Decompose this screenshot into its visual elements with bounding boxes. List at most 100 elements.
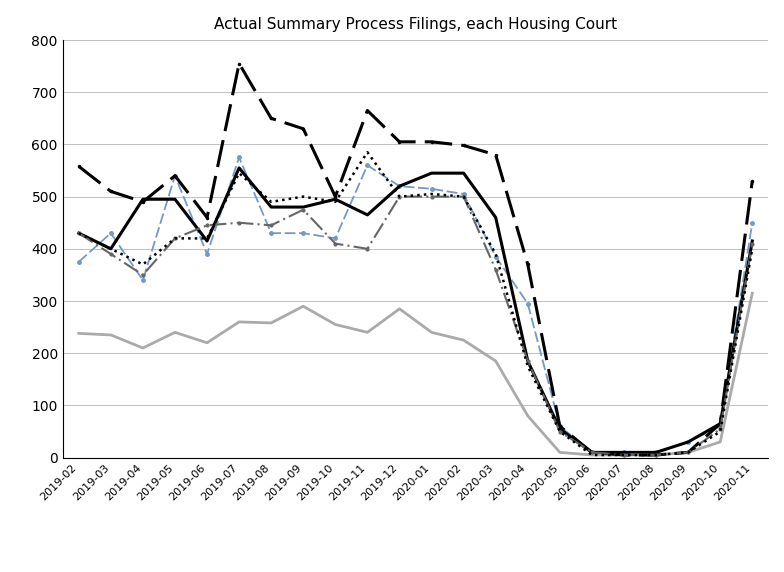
Eastern (299, 204, 308, 210)
Metro South (587, 451, 597, 458)
Eastern (587, 449, 597, 456)
Central (234, 154, 244, 161)
Western (138, 261, 147, 268)
Central (716, 423, 725, 430)
Northeast (459, 142, 468, 149)
Metro South (748, 290, 757, 297)
Northeast (523, 261, 532, 268)
Western (395, 193, 405, 200)
Southeast (363, 245, 372, 252)
Western (652, 451, 661, 458)
Northeast (74, 163, 83, 170)
Title: Actual Summary Process Filings, each Housing Court: Actual Summary Process Filings, each Hou… (214, 17, 617, 32)
Eastern (395, 183, 405, 190)
Metro South (684, 449, 693, 456)
Southeast (170, 235, 180, 242)
Metro South (74, 330, 83, 337)
Central (299, 230, 308, 237)
Northeast (299, 125, 308, 132)
Central (619, 449, 629, 456)
Northeast (555, 423, 564, 430)
Northeast (170, 172, 180, 179)
Metro South (299, 303, 308, 309)
Western (234, 170, 244, 177)
Central (684, 439, 693, 446)
Eastern (234, 165, 244, 172)
Western (363, 149, 372, 156)
Western (426, 190, 436, 197)
Eastern (684, 439, 693, 446)
Western (170, 235, 180, 242)
Southeast (202, 222, 212, 229)
Northeast (716, 420, 725, 427)
Metro South (267, 320, 276, 327)
Metro South (331, 321, 340, 328)
Central (267, 230, 276, 237)
Southeast (138, 272, 147, 279)
Northeast (363, 107, 372, 114)
Northeast (395, 138, 405, 145)
Central (138, 277, 147, 284)
Southeast (299, 206, 308, 213)
Eastern (170, 196, 180, 202)
Metro South (202, 339, 212, 346)
Metro South (395, 305, 405, 312)
Southeast (74, 230, 83, 237)
Central (748, 219, 757, 226)
Western (587, 451, 597, 458)
Eastern (138, 196, 147, 202)
Eastern (426, 170, 436, 177)
Line: Southeast: Southeast (78, 195, 753, 456)
Southeast (459, 193, 468, 200)
Eastern (748, 237, 757, 244)
Western (523, 363, 532, 370)
Southeast (716, 426, 725, 432)
Eastern (363, 212, 372, 219)
Southeast (331, 240, 340, 247)
Central (106, 230, 115, 237)
Southeast (267, 222, 276, 229)
Eastern (331, 196, 340, 202)
Eastern (459, 170, 468, 177)
Eastern (491, 214, 500, 221)
Line: Metro South: Metro South (78, 293, 753, 455)
Northeast (491, 152, 500, 158)
Eastern (652, 449, 661, 456)
Eastern (106, 245, 115, 252)
Central (459, 190, 468, 197)
Western (267, 198, 276, 205)
Western (459, 193, 468, 200)
Metro South (170, 329, 180, 336)
Central (331, 235, 340, 242)
Eastern (267, 204, 276, 210)
Northeast (331, 193, 340, 200)
Line: Northeast: Northeast (77, 61, 754, 457)
Western (202, 235, 212, 242)
Metro South (491, 358, 500, 364)
Northeast (619, 451, 629, 458)
Western (74, 230, 83, 237)
Eastern (202, 237, 212, 244)
Line: Central: Central (77, 156, 754, 454)
Northeast (652, 451, 661, 458)
Southeast (684, 449, 693, 456)
Western (491, 251, 500, 257)
Northeast (587, 449, 597, 456)
Northeast (426, 138, 436, 145)
Metro South (106, 332, 115, 339)
Metro South (234, 319, 244, 325)
Northeast (684, 449, 693, 456)
Western (748, 245, 757, 252)
Southeast (106, 251, 115, 257)
Western (716, 428, 725, 435)
Line: Western: Western (78, 152, 753, 455)
Central (170, 172, 180, 179)
Southeast (491, 266, 500, 273)
Central (74, 259, 83, 265)
Northeast (234, 60, 244, 67)
Metro South (652, 451, 661, 458)
Metro South (459, 337, 468, 344)
Southeast (555, 428, 564, 435)
Metro South (523, 412, 532, 419)
Metro South (363, 329, 372, 336)
